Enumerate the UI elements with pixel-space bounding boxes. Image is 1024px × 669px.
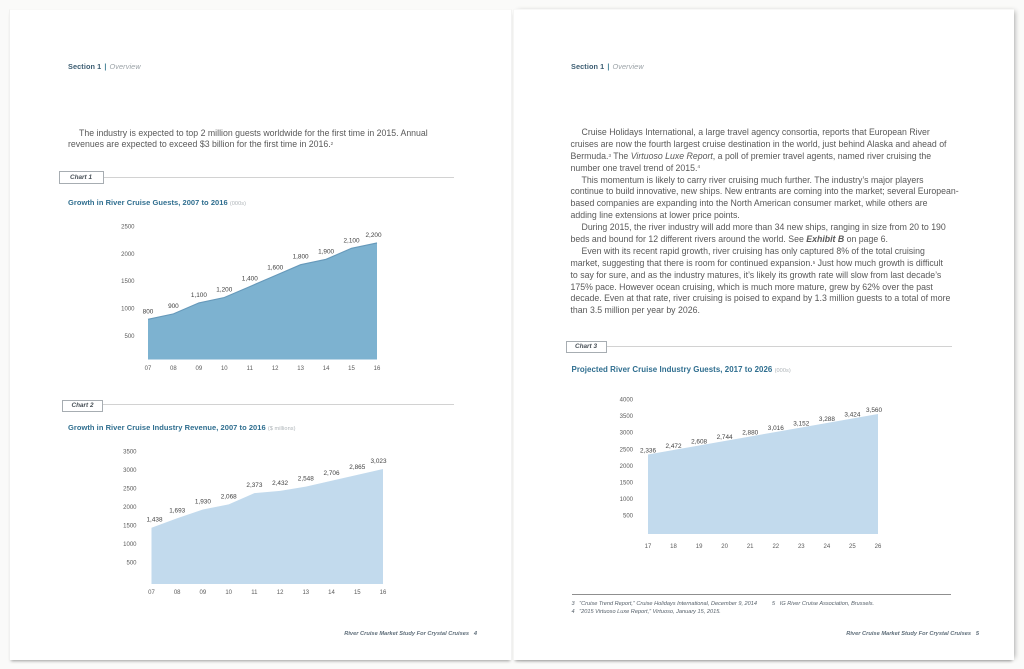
svg-text:3,016: 3,016 (768, 425, 784, 432)
svg-text:11: 11 (251, 590, 258, 596)
svg-text:1,800: 1,800 (293, 254, 309, 261)
svg-text:1500: 1500 (123, 524, 137, 530)
svg-text:1000: 1000 (121, 307, 135, 313)
svg-text:3,288: 3,288 (819, 416, 835, 423)
svg-text:2,548: 2,548 (298, 476, 314, 483)
svg-text:10: 10 (221, 366, 228, 372)
svg-text:2000: 2000 (620, 464, 634, 470)
svg-text:20: 20 (721, 544, 728, 550)
svg-text:3000: 3000 (123, 468, 137, 474)
svg-text:08: 08 (174, 590, 181, 596)
svg-text:09: 09 (196, 366, 203, 372)
svg-text:2,336: 2,336 (640, 448, 656, 455)
svg-text:2500: 2500 (620, 447, 634, 453)
svg-text:14: 14 (328, 590, 335, 596)
svg-text:2500: 2500 (123, 487, 137, 493)
svg-text:1000: 1000 (123, 542, 137, 548)
svg-text:1,693: 1,693 (169, 507, 185, 514)
svg-text:1000: 1000 (620, 497, 634, 503)
svg-text:10: 10 (225, 590, 232, 596)
svg-text:3,023: 3,023 (371, 458, 387, 465)
svg-text:2,068: 2,068 (221, 493, 237, 500)
svg-text:17: 17 (645, 544, 652, 550)
svg-text:15: 15 (354, 590, 361, 596)
svg-text:500: 500 (124, 334, 135, 340)
svg-text:21: 21 (747, 544, 754, 550)
svg-text:07: 07 (148, 590, 155, 596)
svg-text:11: 11 (247, 366, 254, 372)
svg-text:2,865: 2,865 (349, 464, 365, 471)
svg-text:2000: 2000 (121, 252, 135, 258)
svg-text:12: 12 (272, 366, 279, 372)
svg-text:19: 19 (696, 544, 703, 550)
svg-text:26: 26 (875, 544, 882, 550)
svg-text:1,400: 1,400 (242, 276, 258, 283)
svg-text:3,560: 3,560 (866, 407, 882, 414)
svg-text:500: 500 (126, 561, 137, 567)
svg-text:2,880: 2,880 (742, 430, 758, 437)
svg-text:09: 09 (200, 590, 207, 596)
svg-text:1500: 1500 (121, 279, 135, 285)
svg-text:2,706: 2,706 (324, 470, 340, 477)
svg-text:1,600: 1,600 (267, 265, 283, 272)
svg-text:2,432: 2,432 (272, 480, 288, 487)
svg-text:23: 23 (798, 544, 805, 550)
svg-text:2,100: 2,100 (344, 237, 360, 244)
svg-text:1,438: 1,438 (147, 517, 163, 524)
svg-text:800: 800 (143, 308, 154, 315)
svg-text:4000: 4000 (620, 398, 634, 404)
svg-text:1,930: 1,930 (195, 499, 211, 506)
svg-text:25: 25 (849, 544, 856, 550)
svg-text:13: 13 (297, 366, 304, 372)
svg-text:2,200: 2,200 (366, 232, 382, 239)
svg-text:1500: 1500 (620, 480, 634, 486)
svg-text:14: 14 (323, 366, 330, 372)
svg-text:13: 13 (302, 590, 309, 596)
svg-text:22: 22 (772, 544, 779, 550)
svg-text:18: 18 (670, 544, 677, 550)
svg-text:3000: 3000 (620, 431, 634, 437)
svg-text:07: 07 (145, 366, 152, 372)
svg-text:1,100: 1,100 (191, 292, 207, 299)
svg-text:2000: 2000 (123, 505, 137, 511)
svg-text:900: 900 (168, 303, 179, 310)
svg-text:2,744: 2,744 (717, 434, 733, 441)
svg-text:1,200: 1,200 (216, 287, 232, 294)
svg-text:2,608: 2,608 (691, 439, 707, 446)
svg-text:08: 08 (170, 366, 177, 372)
svg-text:2,373: 2,373 (246, 482, 262, 489)
svg-text:16: 16 (380, 590, 387, 596)
svg-text:3500: 3500 (123, 450, 137, 456)
svg-text:12: 12 (277, 590, 284, 596)
svg-text:24: 24 (824, 544, 831, 550)
svg-text:500: 500 (623, 513, 634, 519)
svg-text:15: 15 (348, 366, 355, 372)
svg-text:2500: 2500 (121, 225, 135, 231)
svg-text:2,472: 2,472 (666, 443, 682, 450)
svg-text:3,424: 3,424 (844, 412, 860, 419)
svg-text:16: 16 (374, 366, 381, 372)
svg-text:3,152: 3,152 (793, 421, 809, 428)
svg-text:3500: 3500 (620, 414, 634, 420)
svg-text:1,900: 1,900 (318, 248, 334, 255)
